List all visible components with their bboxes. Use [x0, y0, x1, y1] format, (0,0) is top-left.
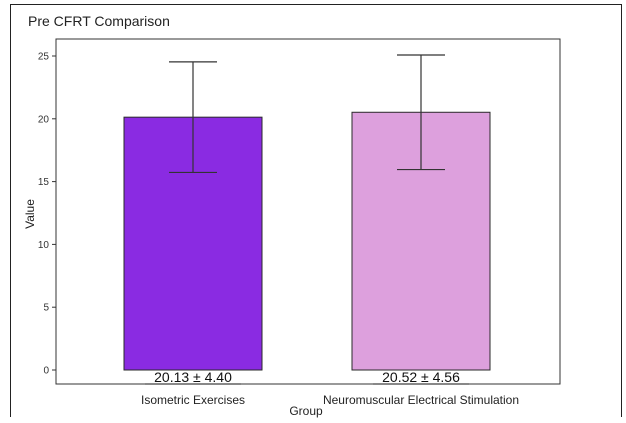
y-tick-label: 10 [38, 240, 50, 251]
x-tick-label: Neuromuscular Electrical Stimulation [323, 393, 519, 407]
y-tick-label: 0 [43, 366, 49, 377]
x-axis: Isometric Exercises Neuromuscular Electri… [141, 393, 519, 407]
bars: 20.13 ± 4.40 20.52 ± 4.56 [123, 54, 491, 385]
y-tick-label: 5 [43, 303, 49, 314]
x-axis-label: Group [289, 404, 323, 418]
figure-frame [10, 4, 622, 417]
y-axis: 0 5 10 15 20 25 [38, 52, 56, 377]
plot-area-border [55, 38, 561, 385]
y-tick-label: 20 [38, 114, 50, 125]
chart-title: Pre CFRT Comparison [28, 13, 170, 29]
y-tick-label: 25 [38, 52, 50, 63]
y-axis-label: Value [23, 199, 37, 229]
data-label: 20.52 ± 4.56 [382, 369, 460, 385]
data-label: 20.13 ± 4.40 [154, 369, 232, 385]
y-tick-label: 15 [38, 177, 50, 188]
x-tick-label: Isometric Exercises [141, 393, 245, 407]
